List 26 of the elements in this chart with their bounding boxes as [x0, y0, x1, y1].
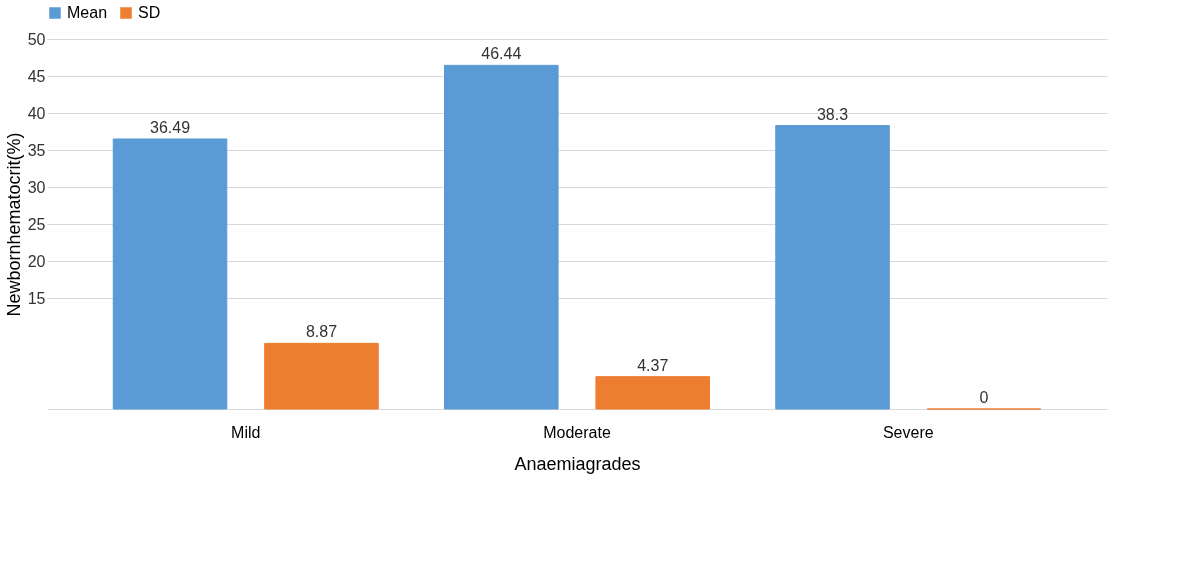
y-axis-title: Newbornhematocrit(%) [3, 132, 24, 317]
x-tick-label: Moderate [543, 423, 611, 441]
y-tick-label: 20 [27, 252, 46, 270]
legend-label: SD [138, 4, 161, 21]
y-tick-label: 15 [27, 289, 46, 307]
y-tick-label: 50 [27, 30, 46, 48]
x-axis-title: Anaemiagrades [514, 453, 641, 474]
y-tick-label: 25 [27, 215, 46, 233]
legend-label: Mean [67, 4, 108, 21]
data-label: 36.49 [150, 118, 191, 136]
data-label: 38.3 [816, 105, 849, 123]
bar [112, 138, 228, 410]
data-label: 46.44 [481, 45, 522, 63]
bar [775, 125, 890, 410]
y-tick-label: 45 [27, 67, 46, 85]
y-tick-label: 35 [27, 141, 46, 159]
bar [444, 64, 559, 410]
y-tick-label: 30 [27, 178, 46, 196]
x-tick-label: Severe [882, 423, 934, 441]
bar [264, 342, 379, 410]
data-label: 4.37 [637, 356, 669, 374]
x-tick-label: Mild [231, 423, 261, 441]
bar [595, 376, 710, 410]
y-tick-label: 40 [27, 104, 46, 122]
data-label: 0 [979, 389, 989, 406]
data-label: 8.87 [305, 323, 338, 341]
